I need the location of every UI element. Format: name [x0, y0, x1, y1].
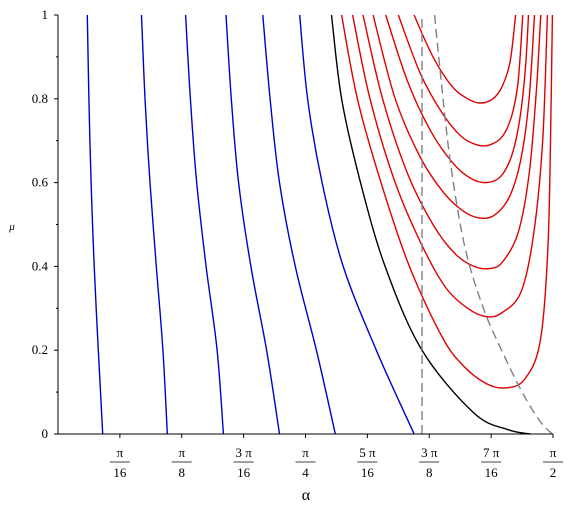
series-line-11: [372, 14, 536, 219]
x-tick-layer: π 16 π 8 3 π 16 π 4 5 π 16 3 π 8 7 π 16 π 2: [109, 434, 563, 480]
x-tick-label-denominator: 8: [178, 465, 185, 480]
y-tick-layer: 0 0.2 0.4 0.6 0.8 1: [32, 7, 58, 441]
series-line-12: [385, 14, 530, 184]
x-tick-label-numerator: 5 π: [359, 445, 376, 460]
series-line-6: [299, 14, 415, 435]
dashed-line-2: [433, 14, 553, 435]
y-tick-label: 0.4: [32, 258, 49, 273]
series-line-10: [362, 14, 542, 270]
series-line-14: [413, 14, 517, 104]
series-layer: [86, 14, 554, 435]
series-line-9: [351, 14, 549, 318]
series-line-3: [184, 14, 225, 435]
x-tick-label-numerator: 3 π: [421, 445, 438, 460]
x-tick-label-denominator: 2: [550, 465, 557, 480]
y-tick-label: 1: [42, 7, 49, 22]
x-tick-label-denominator: 16: [237, 465, 251, 480]
series-line-8: [340, 14, 554, 389]
x-tick-label-denominator: 16: [113, 465, 127, 480]
x-tick-label-numerator: 3 π: [235, 445, 252, 460]
x-tick-label-numerator: 7 π: [483, 445, 500, 460]
x-tick-label-numerator: π: [550, 445, 557, 460]
series-line-4: [225, 14, 281, 435]
series-line-13: [397, 14, 524, 147]
x-axis-label: α: [302, 487, 311, 504]
y-tick-label: 0.8: [32, 91, 48, 106]
x-tick-label-numerator: π: [117, 445, 124, 460]
y-tick-label: 0.6: [32, 175, 49, 190]
x-tick-label-denominator: 16: [485, 465, 499, 480]
y-tick-label: 0: [42, 426, 49, 441]
y-tick-label: 0.2: [32, 342, 48, 357]
x-tick-label-denominator: 4: [302, 465, 309, 480]
x-tick-label-numerator: π: [178, 445, 185, 460]
x-tick-label-denominator: 16: [361, 465, 375, 480]
series-line-1: [86, 14, 104, 435]
series-line-2: [140, 14, 168, 435]
series-line-5: [262, 14, 336, 435]
x-tick-label-denominator: 8: [426, 465, 433, 480]
x-tick-label-numerator: π: [302, 445, 309, 460]
y-axis-label: μ: [8, 221, 15, 233]
series-line-7: [330, 14, 531, 435]
